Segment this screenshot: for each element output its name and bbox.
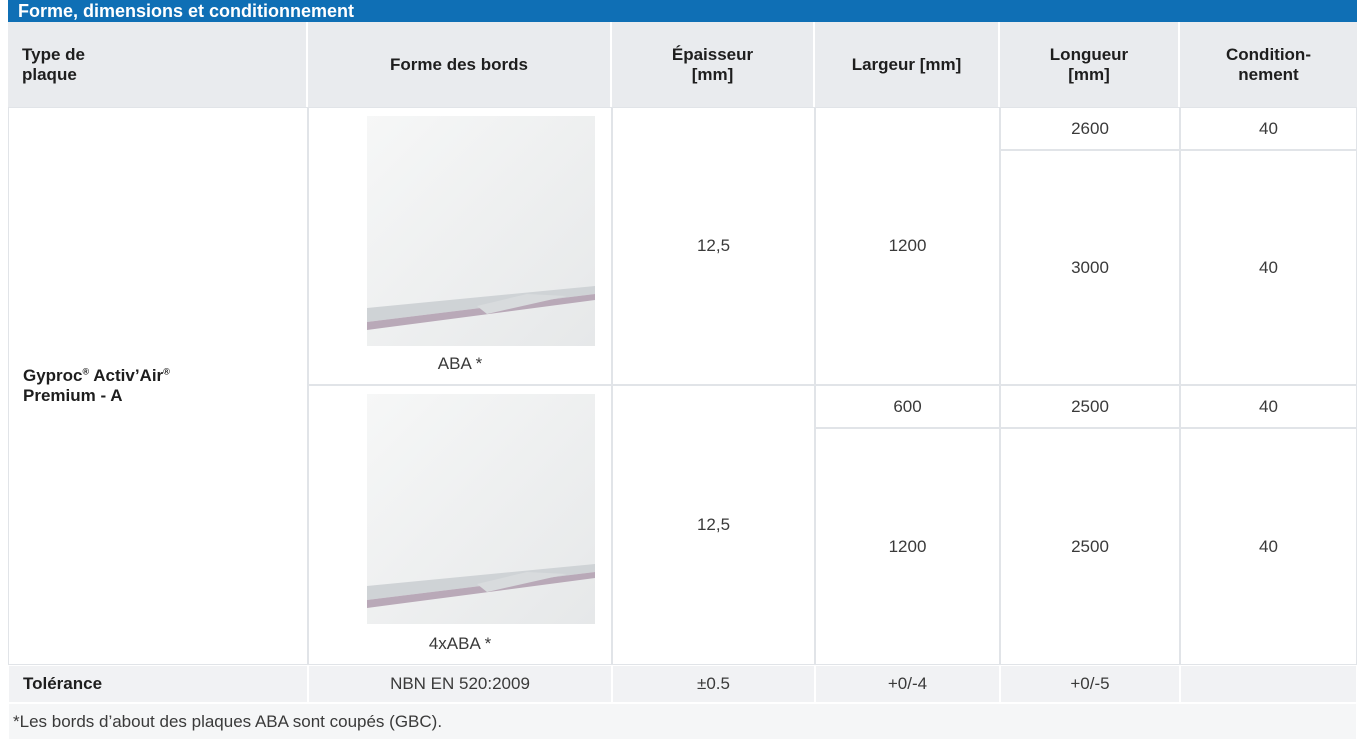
cell: 40 [1180,150,1357,385]
header-text: Épaisseur [mm] [671,44,754,84]
cell: +0/-4 [815,665,1000,703]
edge-label: ABA * [437,354,483,373]
cell: ±0.5 [612,665,815,703]
text: +0/-5 [1070,674,1110,693]
text: 3000 [1071,257,1109,277]
text: 12,5 [696,515,731,534]
text: *Les bords d’about des plaques ABA sont … [13,711,443,731]
text: 600 [893,396,922,416]
text: 2500 [1071,396,1109,416]
header-text: Type de plaque [22,44,85,84]
header-cell: Forme des bords [308,22,612,107]
cell: 2600 [1000,107,1180,150]
edge-cell: 4xABA * [308,385,612,665]
text: ® [82,366,90,377]
title-bar: Forme, dimensions et conditionnement [8,0,1357,22]
text: 40 [1259,118,1278,138]
text: 12,5 [696,236,731,255]
header-cell: Longueur [mm] [1000,22,1180,107]
text: 40 [1259,396,1278,416]
board-image [367,116,595,346]
cell: 3000 [1000,150,1180,385]
board-image [367,394,595,624]
text: +0/-4 [887,674,928,693]
product-cell: Gyproc® Activ’Air® Premium - A [8,107,308,665]
cell: 40 [1180,385,1357,428]
text: Activ’Air [89,366,164,385]
cell: 1200 [815,428,1000,665]
header-text: Forme des bords [390,54,528,74]
edge-cell: ABA * [308,107,612,385]
tolerance-label: Tolérance [8,665,308,703]
header-cell: Largeur [mm] [815,22,1000,107]
cell: 12,5 [612,107,815,385]
text: NBN EN 520:2009 [390,674,530,693]
header-text: Longueur [mm] [1049,44,1129,84]
cell: 2500 [1000,385,1180,428]
cell [1180,665,1357,703]
header-cell: Condition-nement [1180,22,1357,107]
text: 40 [1259,257,1278,277]
text: 2500 [1071,536,1109,556]
text: Tolérance [23,674,103,693]
footnote: *Les bords d’about des plaques ABA sont … [8,703,1357,740]
text: ±0.5 [697,674,730,693]
text: ® [163,366,170,377]
text: 2600 [1071,118,1109,138]
text: 40 [1259,536,1278,556]
cell: +0/-5 [1000,665,1180,703]
text: 1200 [888,536,927,556]
product-name: Gyproc® Activ’Air® Premium - A [23,366,170,406]
header-text: Condition-nement [1226,44,1311,84]
cell: 2500 [1000,428,1180,665]
cell: 1200 [815,107,1000,385]
cell: 40 [1180,107,1357,150]
header-cell: Épaisseur [mm] [612,22,815,107]
cell: 12,5 [612,385,815,665]
header-cell: Type de plaque [8,22,308,107]
cell: 40 [1180,428,1357,665]
edge-label: 4xABA * [428,634,492,653]
header-text: Largeur [mm] [851,54,962,74]
text: 1200 [888,236,927,255]
text: Gyproc [23,366,83,385]
cell: NBN EN 520:2009 [308,665,612,703]
text: Premium - A [23,386,123,405]
cell: 600 [815,385,1000,428]
